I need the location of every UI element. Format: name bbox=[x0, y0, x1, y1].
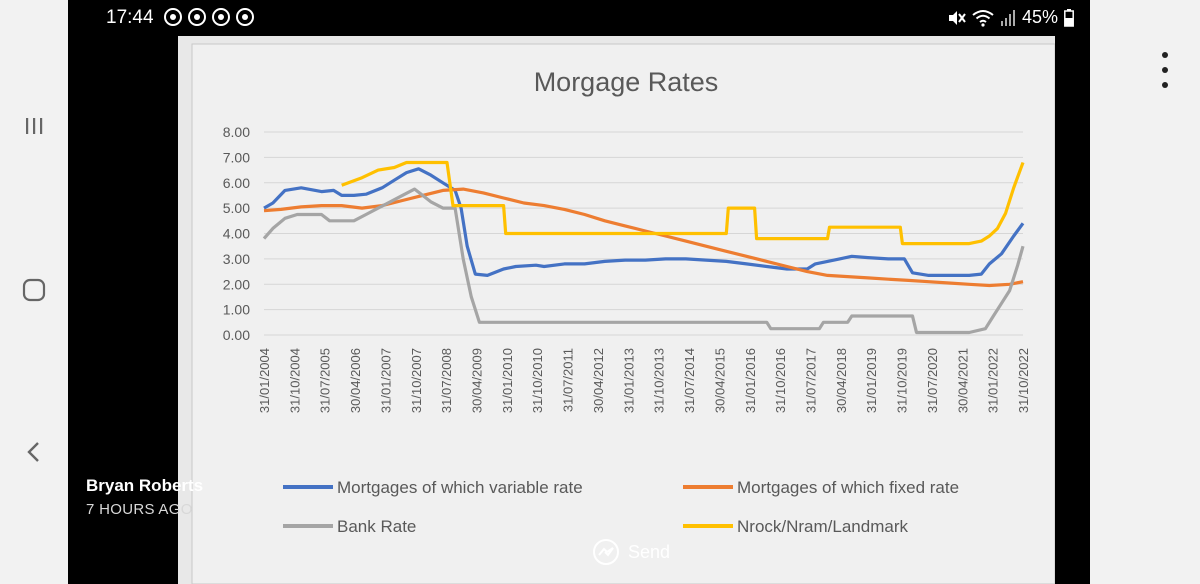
x-tick-label: 30/04/2018 bbox=[834, 348, 849, 413]
x-tick-label: 30/04/2009 bbox=[470, 348, 485, 413]
y-axis: 0.00 1.00 2.00 3.00 4.00 5.00 6.00 7.00 8.00 bbox=[223, 124, 250, 343]
y-tick-label: 0.00 bbox=[223, 327, 250, 343]
recent-apps-icon[interactable] bbox=[14, 106, 54, 146]
x-tick-label: 31/10/2016 bbox=[773, 348, 788, 413]
more-vertical-icon[interactable] bbox=[1154, 52, 1176, 88]
sender-name: Bryan Roberts bbox=[86, 476, 204, 495]
y-tick-label: 6.00 bbox=[223, 175, 250, 191]
y-tick-label: 5.00 bbox=[223, 200, 250, 216]
y-tick-label: 3.00 bbox=[223, 251, 250, 267]
y-tick-label: 2.00 bbox=[223, 276, 250, 292]
y-tick-label: 4.00 bbox=[223, 226, 250, 242]
x-tick-label: 31/07/2008 bbox=[439, 348, 454, 413]
x-axis: 31/01/2004 31/10/2004 31/07/2005 30/04/2006… bbox=[257, 348, 1031, 413]
notification-icon bbox=[212, 8, 230, 26]
x-tick-label: 31/01/2019 bbox=[864, 348, 879, 413]
x-tick-label: 30/04/2012 bbox=[591, 348, 606, 413]
legend: Mortgages of which variable rate Mortgage… bbox=[283, 478, 959, 536]
line-chart: Morgage Rates 0.00 1.00 2.00 3.00 4.00 5.00 6.… bbox=[178, 36, 1055, 584]
send-label: Send bbox=[628, 541, 671, 562]
x-tick-label: 30/04/2021 bbox=[955, 348, 970, 413]
x-tick-label: 30/04/2015 bbox=[712, 348, 727, 413]
chart-title: Morgage Rates bbox=[534, 67, 719, 97]
y-tick-label: 8.00 bbox=[223, 124, 250, 140]
x-tick-label: 31/10/2013 bbox=[652, 348, 667, 413]
back-icon[interactable] bbox=[14, 432, 54, 472]
x-tick-label: 31/10/2007 bbox=[409, 348, 424, 413]
sent-time: 7 HOURS AGO bbox=[86, 501, 193, 518]
x-tick-label: 31/01/2004 bbox=[257, 348, 272, 413]
y-tick-label: 7.00 bbox=[223, 149, 250, 165]
x-tick-label: 31/07/2014 bbox=[682, 348, 697, 413]
side-panel bbox=[1090, 0, 1200, 584]
legend-label: Mortgages of which fixed rate bbox=[737, 478, 959, 497]
legend-label: Bank Rate bbox=[337, 517, 416, 536]
series-line-1 bbox=[263, 167, 1025, 277]
series-line-3 bbox=[262, 187, 1025, 335]
x-tick-label: 31/07/2005 bbox=[318, 348, 333, 413]
battery-percent: 45% bbox=[1021, 7, 1058, 27]
mute-icon bbox=[948, 10, 966, 25]
status-bar: 17:44 45% bbox=[68, 0, 1090, 36]
x-tick-label: 31/01/2007 bbox=[378, 348, 393, 413]
legend-label: Mortgages of which variable rate bbox=[337, 478, 583, 497]
notification-icon bbox=[188, 8, 206, 26]
notification-icons bbox=[164, 8, 254, 26]
signal-icon bbox=[1000, 9, 1015, 26]
wifi-icon bbox=[972, 9, 994, 27]
legend-label: Nrock/Nram/Landmark bbox=[737, 517, 908, 536]
x-tick-label: 31/01/2013 bbox=[621, 348, 636, 413]
x-tick-label: 31/10/2019 bbox=[895, 348, 910, 413]
x-tick-label: 31/01/2010 bbox=[500, 348, 515, 413]
x-tick-label: 31/07/2017 bbox=[803, 348, 818, 413]
notification-icon bbox=[236, 8, 254, 26]
series-lines bbox=[262, 160, 1025, 335]
x-tick-label: 31/07/2020 bbox=[925, 348, 940, 413]
x-tick-label: 31/01/2016 bbox=[743, 348, 758, 413]
x-tick-label: 31/07/2011 bbox=[561, 348, 576, 412]
status-time: 17:44 bbox=[106, 7, 154, 28]
send-button[interactable]: Send bbox=[592, 538, 670, 566]
chart-photo: Morgage Rates 0.00 1.00 2.00 3.00 4.00 5.00 6.… bbox=[178, 36, 1055, 584]
navigation-bar bbox=[0, 0, 68, 584]
messenger-icon bbox=[593, 539, 619, 565]
y-tick-label: 1.00 bbox=[223, 302, 250, 318]
battery-icon bbox=[1064, 8, 1074, 27]
status-right: 45% bbox=[946, 7, 1074, 28]
series-line-4 bbox=[341, 160, 1025, 246]
x-tick-label: 31/10/2004 bbox=[287, 348, 302, 413]
x-tick-label: 31/01/2022 bbox=[986, 348, 1001, 413]
x-tick-label: 30/04/2006 bbox=[348, 348, 363, 413]
home-icon[interactable] bbox=[14, 270, 54, 310]
x-tick-label: 31/10/2010 bbox=[530, 348, 545, 413]
message-sender-info: Bryan Roberts 7 HOURS AGO bbox=[86, 476, 203, 518]
x-tick-label: 31/10/2022 bbox=[1016, 348, 1031, 413]
notification-icon bbox=[164, 8, 182, 26]
